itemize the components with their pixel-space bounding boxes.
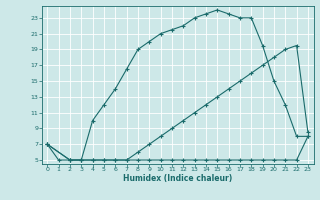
X-axis label: Humidex (Indice chaleur): Humidex (Indice chaleur) bbox=[123, 174, 232, 183]
